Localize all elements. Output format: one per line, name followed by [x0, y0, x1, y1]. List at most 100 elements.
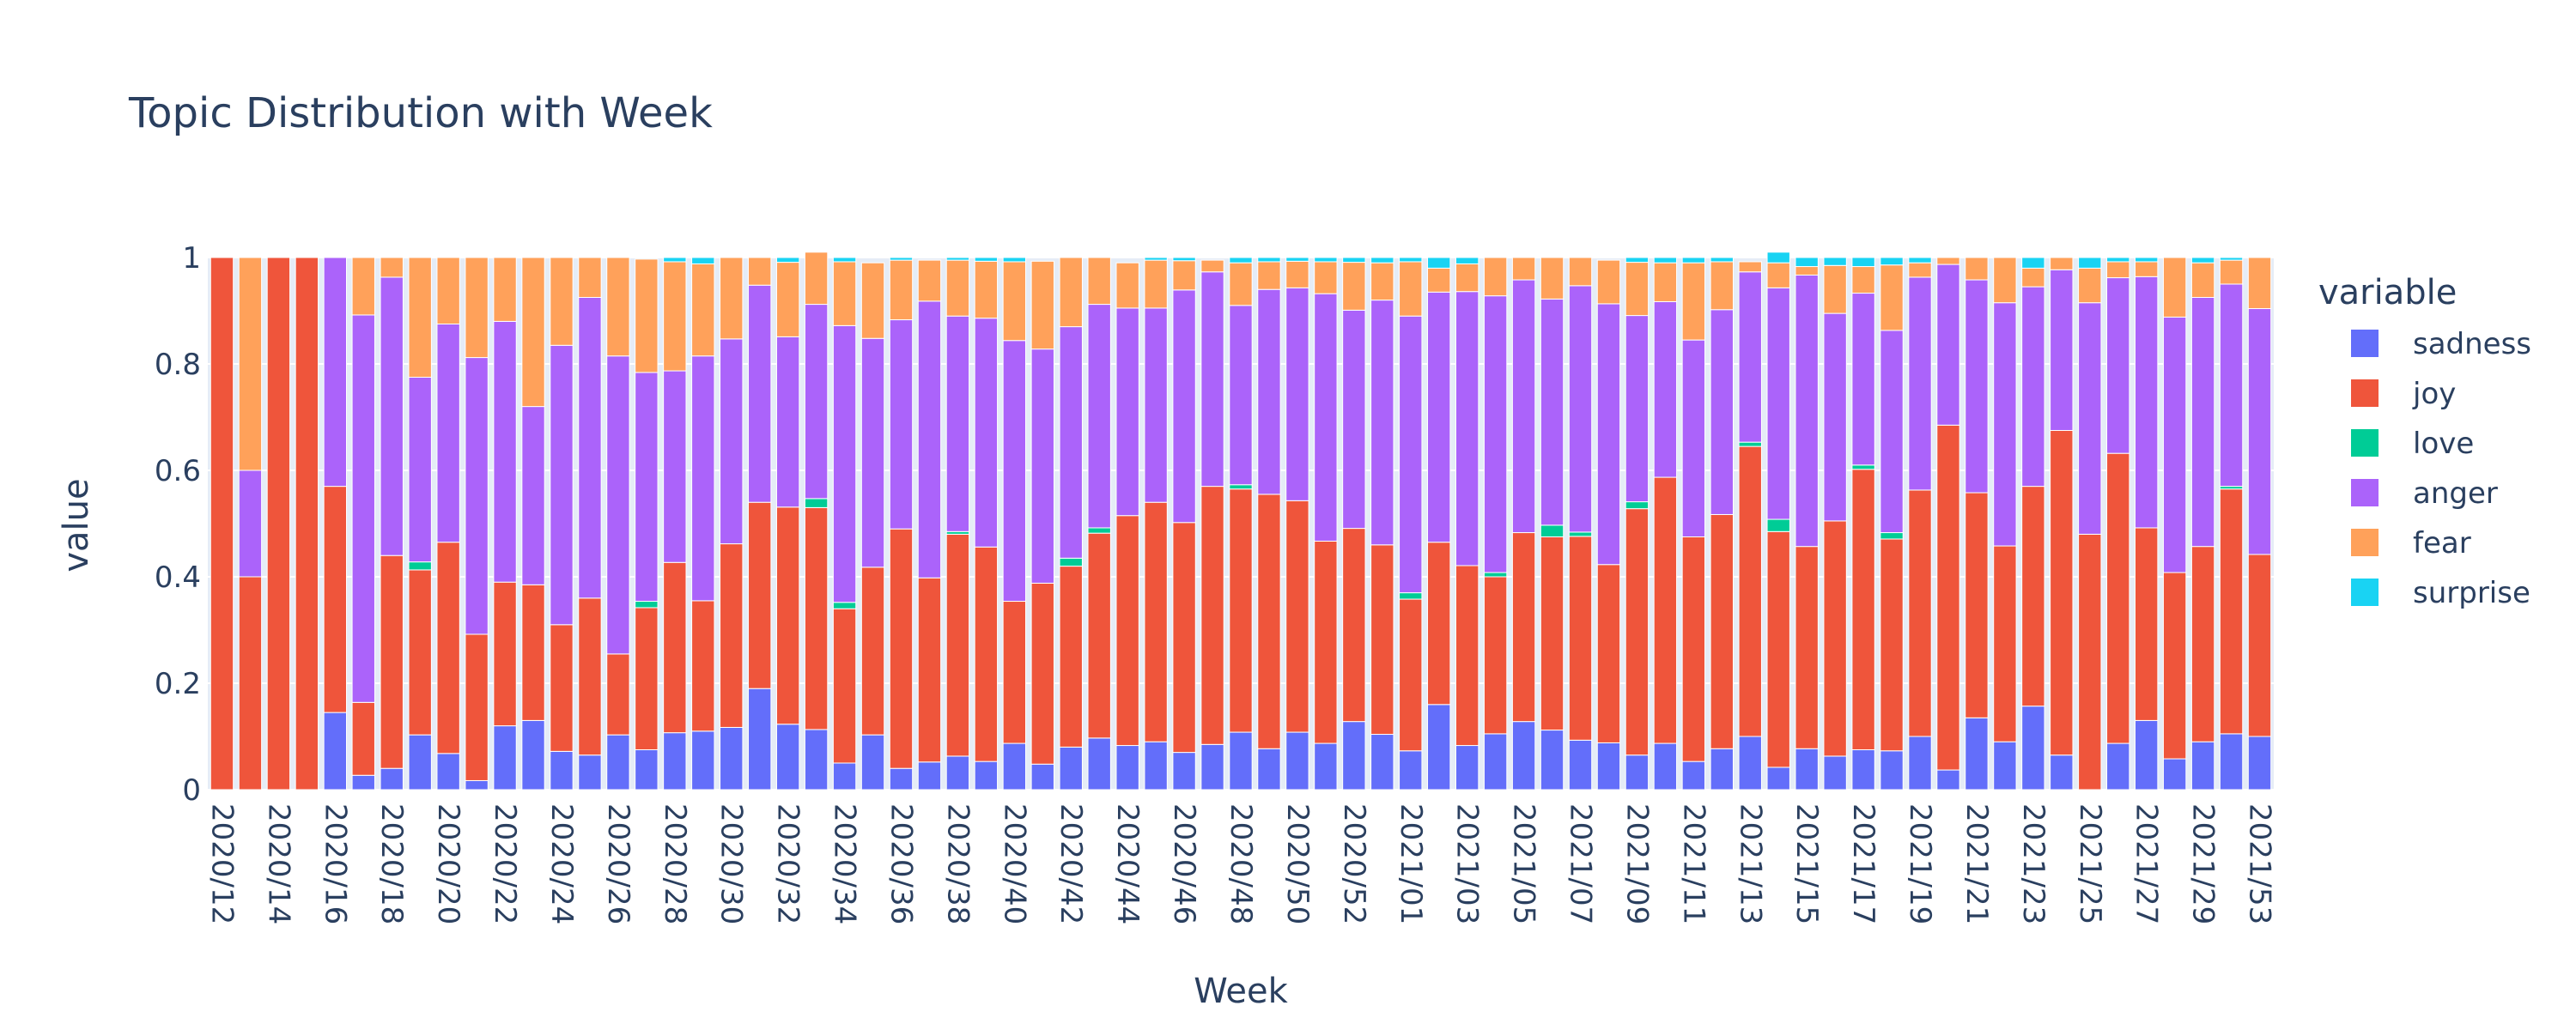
bar-segment-surprise: [945, 257, 970, 261]
bar-segment-anger: [663, 370, 687, 563]
legend-label-anger: anger: [2413, 476, 2498, 511]
bar-segment-sadness: [380, 767, 404, 791]
bar-segment-surprise: [1257, 257, 1281, 263]
bar-stack: [295, 257, 319, 791]
bar-segment-fear: [1596, 259, 1621, 305]
legend-swatch-joy: [2351, 379, 2379, 407]
bar-segment-surprise: [1851, 257, 1875, 268]
bar-segment-sadness: [974, 760, 999, 791]
bar-stack: [720, 257, 744, 791]
legend-swatch-love: [2351, 429, 2379, 457]
bar-segment-sadness: [1653, 742, 1678, 791]
bar-segment-joy: [1908, 489, 1932, 737]
bar-segment-sadness: [1965, 717, 1989, 791]
bar-stack: [436, 257, 460, 791]
bar-segment-sadness: [832, 762, 857, 791]
bar-segment-fear: [1681, 262, 1706, 341]
legend-title: variable: [2318, 273, 2457, 312]
bar-segment-surprise: [1229, 257, 1253, 264]
y-tick-label: 0: [182, 773, 201, 808]
bar-segment-sadness: [465, 779, 489, 791]
bar-segment-sadness: [1399, 750, 1423, 791]
bar-segment-joy: [1370, 544, 1394, 736]
bar-segment-surprise: [1370, 257, 1394, 264]
bar-segment-joy: [1087, 532, 1111, 739]
bar-segment-joy: [266, 257, 291, 791]
bar-segment-anger: [380, 276, 404, 556]
bar-segment-joy: [2219, 488, 2244, 735]
bar-segment-sadness: [860, 734, 885, 791]
bar-segment-sadness: [323, 712, 347, 791]
bar-segment-sadness: [493, 725, 517, 791]
x-tick-label: 2021/15: [1789, 803, 1824, 924]
bar-stack: [1314, 257, 1338, 791]
bar-stack: [238, 257, 263, 791]
bar-segment-surprise: [1285, 257, 1309, 262]
bar-segment-joy: [493, 581, 517, 727]
x-tick-label: 2020/52: [1337, 803, 1371, 924]
bar-stack: [578, 257, 602, 791]
bar-stack: [635, 258, 659, 791]
bar-stack: [323, 257, 347, 791]
bar-segment-joy: [720, 543, 744, 728]
bar-segment-sadness: [1596, 742, 1621, 791]
bar-stack: [380, 257, 404, 791]
bar-segment-joy: [380, 554, 404, 769]
bar-stack: [550, 257, 574, 791]
bar-segment-joy: [860, 566, 885, 736]
bar-segment-surprise: [2219, 257, 2244, 261]
bar-segment-fear: [720, 257, 744, 340]
bar-segment-surprise: [1144, 257, 1168, 261]
bar-segment-love: [832, 602, 857, 609]
bar-segment-fear: [775, 262, 800, 337]
bar-segment-fear: [1766, 262, 1790, 288]
bar-segment-fear: [1936, 257, 1960, 265]
bar-segment-joy: [1993, 545, 2017, 742]
bar-segment-sadness: [1681, 760, 1706, 791]
bar-stack: [2162, 257, 2187, 791]
bar-stack: [351, 257, 375, 791]
bar-stack: [1285, 257, 1309, 791]
x-axis: 2020/12 2020/14 2020/16 2020/18 2020/20 2020/…: [204, 803, 2276, 924]
bar-segment-anger: [2106, 277, 2130, 454]
bar-segment-anger: [2247, 308, 2272, 555]
y-tick-label: 0.6: [155, 454, 201, 488]
bar-stack: [1993, 257, 2017, 791]
x-tick-label: 2020/46: [1167, 803, 1201, 924]
bar-segment-love: [1625, 501, 1649, 510]
bar-segment-joy: [889, 528, 914, 769]
bar-segment-love: [1851, 464, 1875, 470]
bar-segment-joy: [2021, 486, 2045, 707]
x-tick-label: 2021/13: [1733, 803, 1767, 924]
bar-segment-sadness: [1455, 745, 1479, 791]
legend-label-love: love: [2413, 427, 2474, 461]
bar-segment-fear: [436, 257, 460, 324]
bar-segment-sadness: [1766, 766, 1790, 791]
bar-segment-fear: [1965, 257, 1989, 281]
bar-segment-sadness: [1908, 736, 1932, 791]
x-tick-label: 2021/23: [2016, 803, 2050, 924]
bar-segment-fear: [2247, 257, 2272, 310]
bar-segment-joy: [521, 584, 545, 721]
bar-stack: [1172, 257, 1196, 791]
bar-segment-love: [1229, 484, 1253, 490]
bar-stack: [974, 257, 999, 791]
bar-segment-joy: [1229, 488, 1253, 733]
bar-segment-fear: [2050, 257, 2074, 270]
x-tick-label: 2020/28: [658, 803, 692, 924]
bar-segment-joy: [1285, 500, 1309, 733]
bar-segment-joy: [1144, 501, 1168, 742]
bar-segment-fear: [465, 257, 489, 359]
bar-stack: [1738, 261, 1762, 791]
bar-segment-sadness: [408, 734, 432, 791]
bar-segment-fear: [1342, 262, 1366, 311]
bar-segment-joy: [2247, 554, 2272, 737]
bar-segment-sadness: [748, 688, 772, 791]
bar-segment-fear: [380, 257, 404, 278]
bar-segment-anger: [1596, 303, 1621, 566]
x-tick-label: 2020/30: [714, 803, 749, 924]
bar-segment-anger: [1257, 288, 1281, 495]
bar-segment-joy: [1681, 536, 1706, 762]
legend-swatch-anger: [2351, 479, 2379, 506]
bar-segment-surprise: [832, 257, 857, 263]
